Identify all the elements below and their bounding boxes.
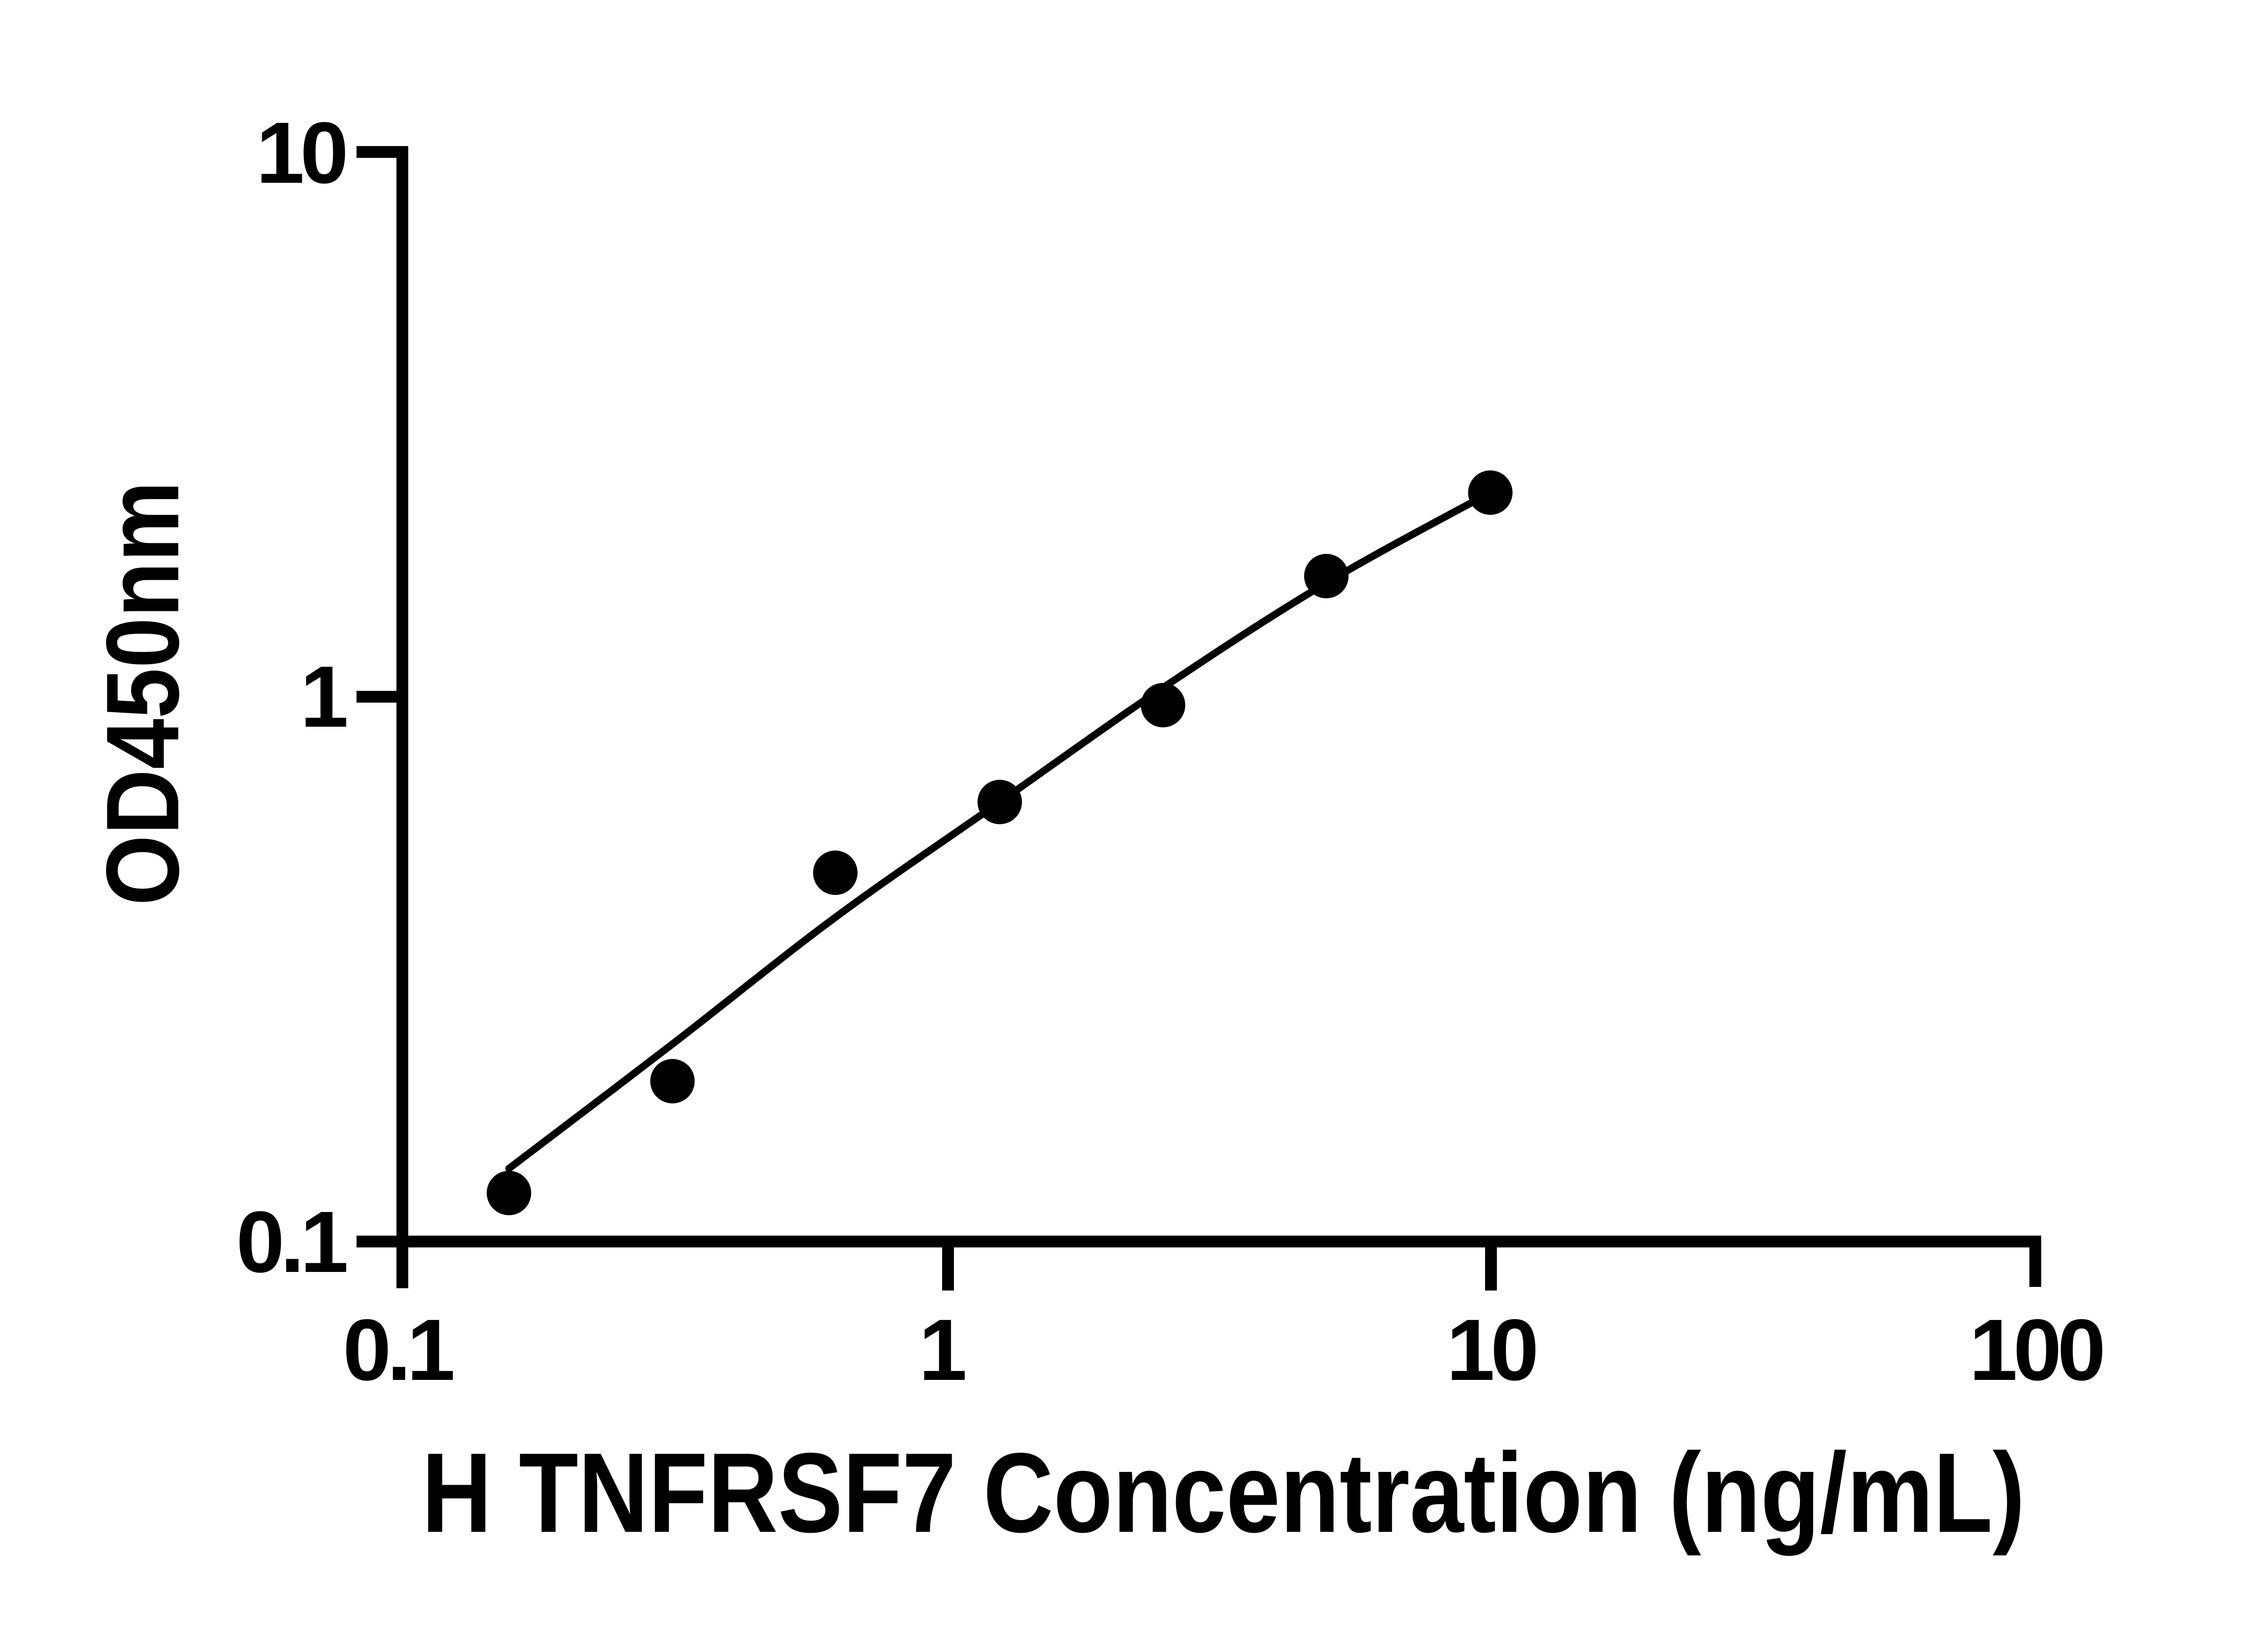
svg-text:10: 10 <box>1447 1301 1535 1398</box>
svg-text:0.1: 0.1 <box>343 1301 453 1398</box>
svg-text:1: 1 <box>300 648 347 745</box>
svg-text:H TNFRSF7 Concentration (ng/mL: H TNFRSF7 Concentration (ng/mL) <box>422 1429 2025 1556</box>
svg-text:OD450nm: OD450nm <box>85 481 200 905</box>
svg-text:0.1: 0.1 <box>236 1193 347 1291</box>
svg-text:100: 100 <box>1969 1301 2102 1398</box>
svg-text:10: 10 <box>256 104 345 201</box>
svg-text:1: 1 <box>919 1301 965 1398</box>
